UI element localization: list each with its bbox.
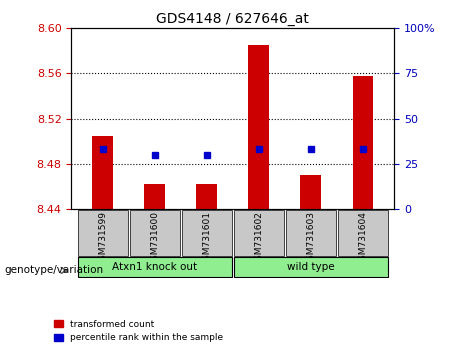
Text: Atxn1 knock out: Atxn1 knock out [112,262,197,272]
Bar [78,210,128,256]
Bar [144,184,165,209]
Bar [234,257,388,277]
Bar [234,210,284,256]
Text: GSM731600: GSM731600 [150,211,159,266]
Bar [130,210,180,256]
Text: GSM731604: GSM731604 [358,211,367,266]
Legend: transformed count, percentile rank within the sample: transformed count, percentile rank withi… [51,316,227,346]
Bar [92,136,113,209]
Text: GSM731599: GSM731599 [98,211,107,266]
Bar [182,210,232,256]
Text: GSM731601: GSM731601 [202,211,211,266]
Text: GSM731602: GSM731602 [254,211,263,266]
Text: GSM731603: GSM731603 [307,211,315,266]
Bar [353,76,373,209]
Bar [301,175,321,209]
Title: GDS4148 / 627646_at: GDS4148 / 627646_at [156,12,309,26]
Bar [78,257,232,277]
Bar [286,210,336,256]
Bar [338,210,388,256]
Bar [196,184,217,209]
Text: wild type: wild type [287,262,335,272]
Text: genotype/variation: genotype/variation [5,266,104,275]
Bar [248,45,269,209]
